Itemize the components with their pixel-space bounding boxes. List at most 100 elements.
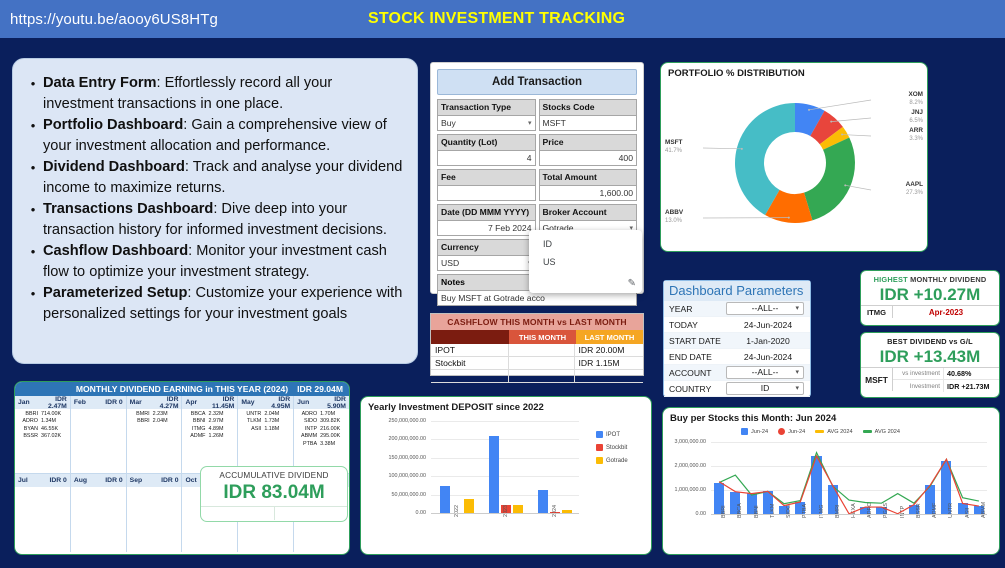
bullet-icon: • [30,160,36,175]
parameter-row[interactable]: ACCOUNT --ALL-- ▾ [664,365,810,381]
legend-item: Jun-24 [741,428,768,435]
field-date[interactable]: Date (DD MMM YYYY) 7 Feb 2024 [437,204,536,236]
legend-item: Stockbit [596,444,628,451]
dividend-item-amount: 1.18M [264,425,280,432]
dividend-item-ticker: SIDO [303,418,318,425]
cashflow-empty-last [575,370,644,382]
dividend-month-items: ADRO 1.70M SIDO 309.82K INTP 216.00K ABMM 295.0… [294,409,349,448]
value-broker-account: Gotrade [542,222,574,233]
dividend-month-header: Feb IDR 0 [70,396,126,409]
deposit-chart-title: Yearly Investment DEPOSIT since 2022 [368,402,544,413]
field-transaction-type[interactable]: Transaction Type Buy ▾ [437,99,536,131]
accumulative-dividend-value: IDR 83.04M [223,482,325,503]
buystocks-line-3 [718,450,980,505]
best-dividend-metric-key: Investment [909,382,940,390]
portfolio-donut-svg [702,99,872,224]
donut-leader-dot [830,120,833,123]
dividend-month-column: Jun IDR 5.90M ADRO 1.70M SIDO 309.82K INTP 216.… [294,396,349,473]
label-currency: Currency [437,239,536,256]
field-total-amount[interactable]: Total Amount 1,600.00 [538,169,637,201]
field-fee[interactable]: Fee [437,169,536,201]
parameter-row[interactable]: YEAR --ALL-- ▾ [664,301,810,317]
x-axis-line [711,514,987,515]
parameter-key: ACCOUNT [669,367,712,378]
input-price[interactable]: 400 [538,151,637,166]
legend-item: Gotrade [596,457,628,464]
dividend-item: ADRO 1.34M [17,418,68,425]
dividend-item-ticker: PTBA [303,440,318,447]
cashflow-row-last-month: IDR 1.15M [578,358,620,368]
donut-slice-jnj [810,110,843,145]
country-dropdown-popup[interactable]: ID US ✎ [529,230,642,293]
dividend-month-total: IDR 4.95M [271,395,291,410]
pencil-icon[interactable]: ✎ [627,278,636,289]
deposit-bar [463,499,474,513]
dividend-item-amount: 1.73M [264,418,280,425]
donut-label-jnj: JNJ 6.5% [909,109,923,125]
x-axis-tick: BSSR [915,503,922,518]
best-dividend-value: IDR +13.43M [879,347,981,366]
field-currency[interactable]: Currency USD ▾ [437,239,536,271]
input-notes[interactable]: Buy MSFT at Gotrade acco [437,291,637,306]
parameter-value: 1-Jan-2020 [726,336,810,346]
input-stocks-code[interactable]: MSFT [538,116,637,131]
monthly-dividend-card: MONTHLY DIVIDEND EARNING in THIS YEAR (2… [14,381,350,555]
input-quantity[interactable]: 4 [437,151,536,166]
features-card: • Data Entry Form: Effortlessly record al… [12,58,418,364]
parameter-value[interactable]: --ALL-- ▾ [726,366,804,379]
legend-label: AVG 2024 [827,428,853,435]
country-option-us[interactable]: US [543,257,556,267]
best-dividend-heading: BEST DIVIDEND vs G/L [887,337,973,346]
feature-body: : Track and analyse your dividend income… [43,159,403,196]
parameters-rows: YEAR --ALL-- ▾ TODAY 24-Jun-2024 START DATE 1-… [664,301,810,397]
value-currency: USD [441,257,460,268]
dividend-month-items [127,487,182,489]
dividend-item: TLKM 1.73M [240,418,291,425]
input-currency[interactable]: USD ▾ [437,256,536,271]
dividend-item-amount: 216.00K [320,425,341,432]
dividend-item-amount: 309.82K [320,418,341,425]
cashflow-row-this-month [509,357,575,369]
top-bar: https://youtu.be/aooy6US8HTg STOCK INVES… [0,0,1005,38]
input-date[interactable]: 7 Feb 2024 [437,221,536,236]
field-stocks-code[interactable]: Stocks Code MSFT [538,99,637,131]
legend-label: Jun-24 [751,428,769,435]
dividend-month-header: Mar IDR 4.27M [126,396,182,410]
parameters-title: Dashboard Parameters [664,281,810,301]
y-axis-tick: 2,000,000.00 [674,463,706,469]
field-price[interactable]: Price 400 [538,134,637,166]
y-axis-tick: 150,000,000.00 [388,454,426,461]
donut-label-name: MSFT [665,139,683,146]
parameter-row[interactable]: COUNTRY ID ▾ [664,381,810,397]
dividend-month-total: IDR 5.90M [327,395,346,410]
dividend-item-amount: 2.23M [152,411,168,417]
legend-item: Jun-24 [778,428,805,435]
dividend-month-column: Sep IDR 0 [126,474,183,552]
dividend-month-header: Jan IDR 2.47M [15,396,70,410]
y-axis-tick: 200,000,000.00 [388,436,426,443]
dividend-item-amount: 46.55K [41,425,59,432]
best-dividend-ticker: MSFT [861,368,893,391]
deposit-bar [439,486,450,513]
dividend-item-ticker: ADRO [22,418,38,425]
cashflow-row: Stockbit IDR 1.15M [431,357,643,370]
highest-dividend-heading-rest: MONTHLY DIVIDEND [907,275,987,284]
donut-label-value: 41.7% [665,148,683,154]
field-quantity[interactable]: Quantity (Lot) 4 [437,134,536,166]
parameter-row: START DATE 1-Jan-2020 [664,333,810,349]
dividend-item: INTP 216.00K [296,426,347,433]
dividend-item-ticker: BYAN [23,425,38,432]
parameter-value[interactable]: --ALL-- ▾ [726,302,804,315]
dividend-item-amount: 1.70M [320,411,336,417]
dividend-item: BMRI 2.23M [129,411,180,418]
input-fee[interactable] [437,186,536,201]
parameter-value[interactable]: ID ▾ [726,382,804,395]
yearly-deposit-card: Yearly Investment DEPOSIT since 2022 0.0… [360,396,652,555]
feature-item: • Dividend Dashboard: Track and analyse y… [23,157,405,198]
country-option-id[interactable]: ID [543,239,552,249]
input-transaction-type[interactable]: Buy ▾ [437,116,536,131]
dividend-item: ASII 1.18M [240,426,291,433]
deposit-bar [550,511,561,513]
cashflow-empty-this [509,370,575,382]
video-url[interactable]: https://youtu.be/aooy6US8HTg [10,10,218,28]
